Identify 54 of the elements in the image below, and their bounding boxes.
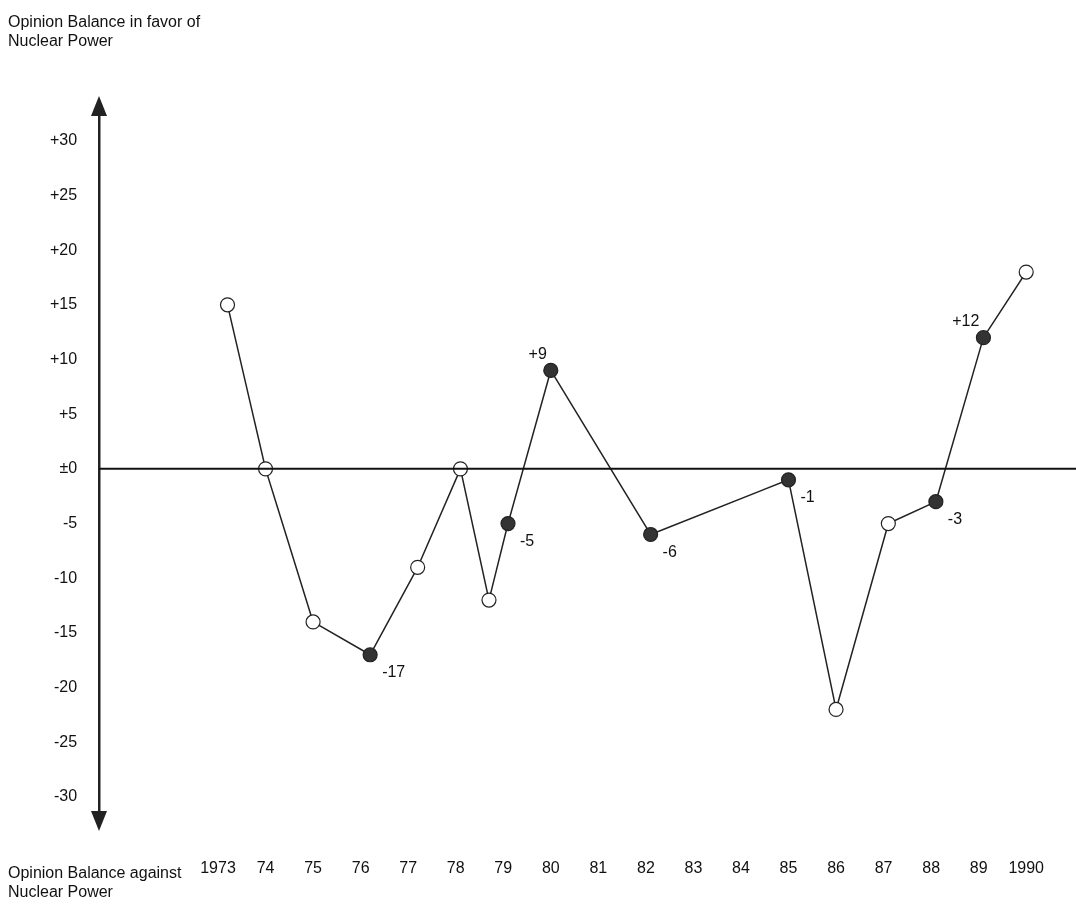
y-tick-label: +30 [50,131,78,149]
x-tick-label: 77 [399,858,418,876]
y-tick-label: -5 [62,513,78,531]
x-tick-label: 82 [636,858,655,876]
y-tick-label: +5 [58,404,78,422]
y-tick-label: -25 [54,732,78,750]
point [410,559,426,575]
x-tick-label: 84 [732,858,750,876]
x-tick-label: 87 [874,858,893,876]
x-tick-label: 80 [541,858,560,876]
data-label: -5 [520,531,535,549]
y-tick-label: -30 [54,787,78,805]
point [500,515,516,532]
x-tick-label: 1973 [200,858,236,876]
x-tick-label: 83 [684,858,703,876]
x-tick-label: 74 [256,858,275,876]
data-label: -6 [662,542,677,560]
y-tick-label: -20 [54,677,78,695]
point [975,330,992,346]
point [880,515,896,532]
y-tick-label: -10 [54,568,78,586]
y-axis-title: Opinion Balance in favor of Nuclear Power [8,12,202,50]
point [219,297,236,313]
y-tick-label: +25 [50,185,78,203]
point [305,614,321,630]
y-tick-label: +15 [50,295,78,313]
x-tick-label: 88 [922,858,941,876]
data-label: -3 [947,510,963,528]
point [543,362,559,379]
x-tick-label: 79 [494,858,513,876]
data-label: -1 [800,488,815,506]
x-tick-label: 1990 [1008,858,1045,876]
x-tick-label: 76 [351,858,370,876]
y-tick-label: -15 [54,623,78,641]
point [643,526,659,543]
point [481,592,497,608]
y-tick-label: +20 [50,240,78,258]
data-label: +9 [528,344,547,362]
x-tick-label: 78 [446,858,465,876]
y-tick-label: ±0 [59,459,78,477]
x-tick-label: 89 [969,858,988,876]
x-tick-label: 81 [589,858,608,876]
point [362,647,378,663]
point [780,472,797,488]
y-tick-label: +10 [50,349,78,367]
x-tick-label: 86 [827,858,846,876]
point [1018,264,1034,280]
data-label: +12 [952,312,980,330]
x-tick-label: 85 [779,858,798,876]
point [828,701,844,718]
data-label: -17 [382,663,406,681]
x-tick-label: 75 [304,858,323,876]
text: Opinion Balance against Nuclear Power [8,863,183,901]
point [928,494,944,510]
